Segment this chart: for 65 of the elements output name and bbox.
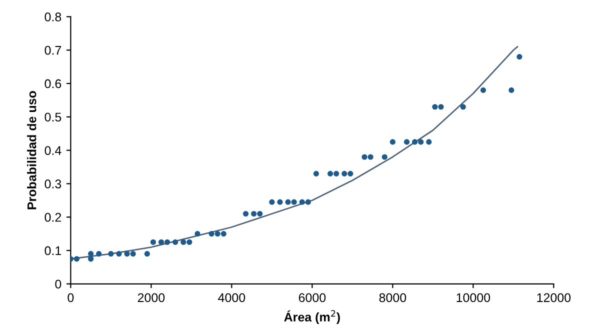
point <box>328 170 334 176</box>
point <box>412 139 418 145</box>
point <box>432 104 438 110</box>
point <box>144 251 150 257</box>
point <box>390 139 396 145</box>
y-tick-label: 0.6 <box>44 79 62 88</box>
x-tick-label: 10000 <box>456 293 490 302</box>
point <box>257 210 263 217</box>
point <box>426 139 432 145</box>
point <box>368 154 374 160</box>
point <box>96 251 102 257</box>
point <box>116 251 122 257</box>
point <box>418 139 424 145</box>
y-tick-label: 0.5 <box>44 112 62 122</box>
point <box>251 210 257 217</box>
point <box>158 239 164 245</box>
x-tick-label: 2000 <box>138 293 165 302</box>
point <box>220 231 226 237</box>
point <box>305 199 311 205</box>
point <box>342 170 348 176</box>
x-tick-label: 4000 <box>218 293 246 302</box>
y-tick-label: 0.8 <box>44 12 62 22</box>
point <box>460 104 466 110</box>
point <box>180 239 186 245</box>
y-axis-title: Probabilidad de uso <box>27 91 36 210</box>
point <box>124 251 130 257</box>
point <box>130 251 136 257</box>
point <box>186 239 192 245</box>
point <box>214 231 220 237</box>
point <box>172 239 178 245</box>
point <box>88 256 94 262</box>
y-tick-label: 0.4 <box>44 146 62 155</box>
x-tick-label: 0 <box>68 293 74 302</box>
point <box>291 199 297 205</box>
point <box>516 54 522 60</box>
y-tick-label: 0 <box>55 280 62 289</box>
point <box>362 154 368 160</box>
point <box>508 87 514 93</box>
x-tick-label: 12000 <box>537 293 571 302</box>
point <box>108 251 114 257</box>
point <box>194 231 200 237</box>
y-tick-label: 0.1 <box>44 246 62 256</box>
x-tick-label: 8000 <box>379 293 406 302</box>
point <box>299 199 305 205</box>
point <box>88 251 94 257</box>
x-axis-title: Área (m$^{2}$) <box>284 310 340 324</box>
point <box>480 87 486 93</box>
y-tick-label: 0.2 <box>44 212 62 222</box>
point <box>438 104 444 110</box>
point <box>285 199 291 205</box>
point <box>404 139 410 145</box>
y-tick-label: 0.3 <box>44 180 62 188</box>
point <box>242 210 249 217</box>
x-tick-label: 6000 <box>298 293 326 302</box>
point <box>277 199 283 205</box>
point <box>208 231 214 237</box>
point <box>313 170 319 176</box>
point <box>150 239 156 245</box>
point <box>74 256 80 262</box>
point <box>382 154 388 160</box>
point <box>164 239 170 245</box>
y-tick-label: 0.7 <box>44 46 62 55</box>
point <box>334 170 340 176</box>
point <box>269 199 275 205</box>
point <box>348 170 354 176</box>
